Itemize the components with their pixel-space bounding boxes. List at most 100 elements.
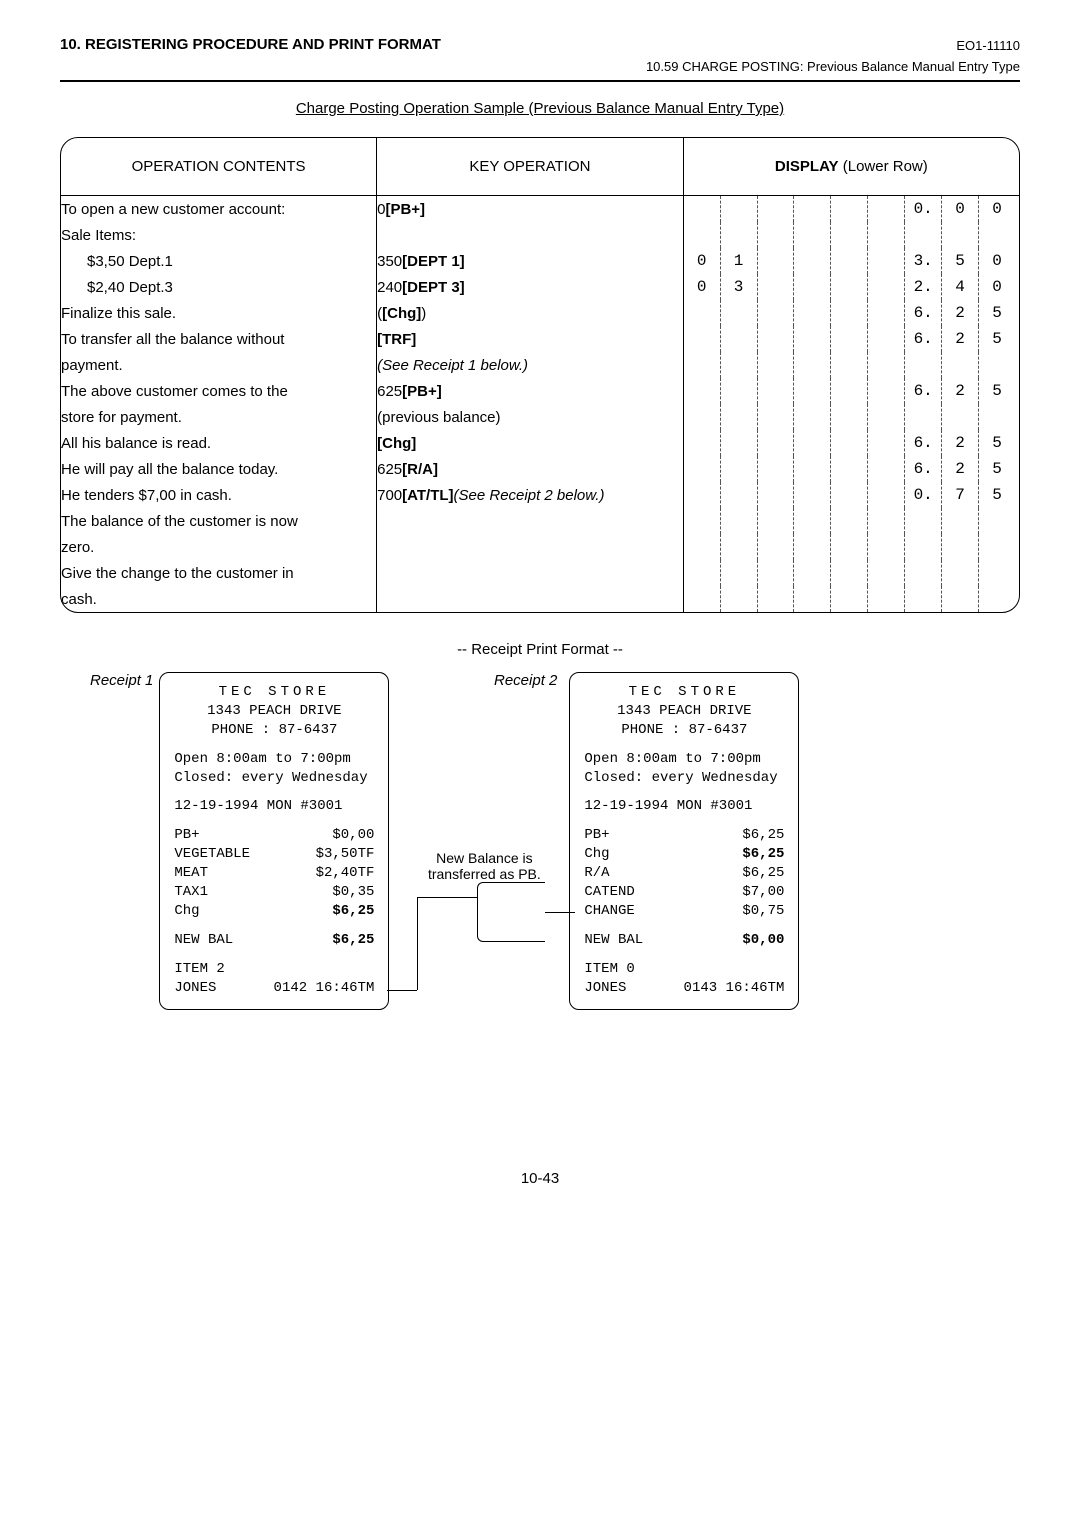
display-digit: 2 [941,326,978,352]
receipt-line: R/A$6,25 [584,864,784,883]
display-digit [720,404,757,430]
key-line: 625 [R/A] [377,456,683,482]
display-digit: 6. [904,378,941,404]
display-digit [830,430,867,456]
op-line: Finalize this sale. [61,300,376,326]
display-digit: 2. [904,274,941,300]
receipt-line: TAX1$0,35 [174,883,374,902]
display-digit [830,196,867,222]
display-digit [867,560,904,586]
key-line [377,586,683,612]
display-digit [720,378,757,404]
key-line: 700 [AT/TL] (See Receipt 2 below.) [377,482,683,508]
page: 10. REGISTERING PROCEDURE AND PRINT FORM… [0,0,1080,1247]
display-digit [867,352,904,378]
display-digit [904,222,941,248]
display-digit [904,352,941,378]
display-digit [720,430,757,456]
display-digit [793,560,830,586]
display-digit: 0. [904,196,941,222]
display-digit: 0 [978,274,1015,300]
receipt-date: 12-19-1994 MON #3001 [174,797,374,816]
display-label-bold: DISPLAY [775,158,839,175]
key-line: ([Chg]) [377,300,683,326]
display-digit [757,378,794,404]
display-digit [757,326,794,352]
display-digit [793,430,830,456]
display-digit: 3. [904,248,941,274]
key-line: 625 [PB+] [377,378,683,404]
key-line [377,508,683,534]
display-digit: 5 [978,482,1015,508]
display-digit [941,222,978,248]
store-phone: PHONE : 87-6437 [174,721,374,740]
display-digit [830,586,867,612]
receipt-2-label: Receipt 2 [494,672,557,689]
display-digit [830,300,867,326]
display-digit [684,508,720,534]
display-digit [684,404,720,430]
display-digit [793,274,830,300]
store-open: Open 8:00am to 7:00pm [584,750,784,769]
display-row: 0.00 [684,196,1019,222]
table-section-1: To open a new customer account: Sale Ite… [61,196,1019,378]
op-line: $2,40 Dept.3 [61,274,376,300]
display-digit [904,534,941,560]
key-line [377,222,683,248]
display-digit [757,196,794,222]
display-digit [720,222,757,248]
col-header-operation: OPERATION CONTENTS [61,138,377,196]
receipt-line: VEGETABLE$3,50TF [174,845,374,864]
display-digit [978,586,1015,612]
display-digit [684,534,720,560]
display-digit [720,560,757,586]
display-row [684,508,1019,534]
disp-cell-1: 0.00013.50032.406.256.25 [684,196,1019,378]
display-digit [941,508,978,534]
display-digit: 5 [941,248,978,274]
store-closed: Closed: every Wednesday [584,769,784,788]
display-digit: 2 [941,378,978,404]
display-digit [830,560,867,586]
store-addr: 1343 PEACH DRIVE [584,702,784,721]
display-digit: 0 [978,248,1015,274]
op-line: All his balance is read. [61,430,376,456]
display-digit: 5 [978,300,1015,326]
op-line: To transfer all the balance without [61,326,376,352]
display-digit [684,456,720,482]
display-row: 013.50 [684,248,1019,274]
table-section-2: The above customer comes to the store fo… [61,378,1019,612]
header-title: 10. REGISTERING PROCEDURE AND PRINT FORM… [60,36,441,53]
display-digit [978,560,1015,586]
header-code: EO1-11110 [956,38,1020,53]
display-row: 6.25 [684,430,1019,456]
display-digit [757,222,794,248]
display-digit: 6. [904,456,941,482]
display-digit [978,404,1015,430]
display-digit [867,456,904,482]
receipt-1: TEC STORE 1343 PEACH DRIVE PHONE : 87-64… [159,672,389,1010]
page-header: 10. REGISTERING PROCEDURE AND PRINT FORM… [60,36,1020,53]
page-number: 10-43 [60,1170,1020,1187]
display-digit [867,326,904,352]
sample-title: Charge Posting Operation Sample (Previou… [60,100,1020,117]
display-digit [793,508,830,534]
display-row [684,352,1019,378]
connector-box [477,882,545,942]
display-digit [830,352,867,378]
display-digit [720,586,757,612]
op-line: To open a new customer account: [61,196,376,222]
store-name: TEC STORE [584,683,784,702]
display-digit [867,534,904,560]
display-digit [793,248,830,274]
display-digit [757,248,794,274]
display-digit [830,222,867,248]
display-digit [757,534,794,560]
display-digit [684,352,720,378]
display-digit [720,482,757,508]
display-digit [867,274,904,300]
key-line: (See Receipt 1 below.) [377,352,683,378]
store-name: TEC STORE [174,683,374,702]
display-digit [793,378,830,404]
display-digit: 3 [720,274,757,300]
